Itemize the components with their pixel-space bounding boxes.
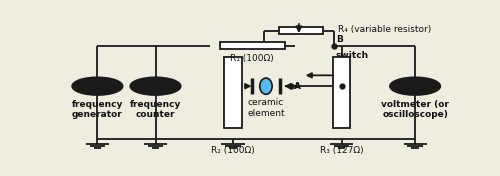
Bar	[224, 57, 242, 128]
Ellipse shape	[260, 78, 272, 94]
Text: R₁ (100Ω): R₁ (100Ω)	[230, 54, 274, 63]
Text: R₄ (variable resistor): R₄ (variable resistor)	[338, 25, 431, 34]
Circle shape	[72, 77, 122, 95]
Bar	[278, 27, 323, 34]
Text: A: A	[294, 82, 301, 91]
Text: frequency
counter: frequency counter	[130, 100, 181, 119]
Text: R₃ (127Ω): R₃ (127Ω)	[320, 146, 364, 155]
Bar	[220, 42, 285, 49]
Text: R₂ (100Ω): R₂ (100Ω)	[211, 146, 255, 155]
Text: B: B	[336, 35, 342, 44]
Text: voltmeter (or
oscilloscope): voltmeter (or oscilloscope)	[381, 100, 449, 119]
Bar	[333, 57, 350, 128]
Circle shape	[130, 77, 180, 95]
Text: ceramic
element: ceramic element	[247, 98, 285, 118]
Text: frequency
generator: frequency generator	[72, 100, 123, 119]
Circle shape	[390, 77, 440, 95]
Text: switch: switch	[336, 51, 369, 60]
